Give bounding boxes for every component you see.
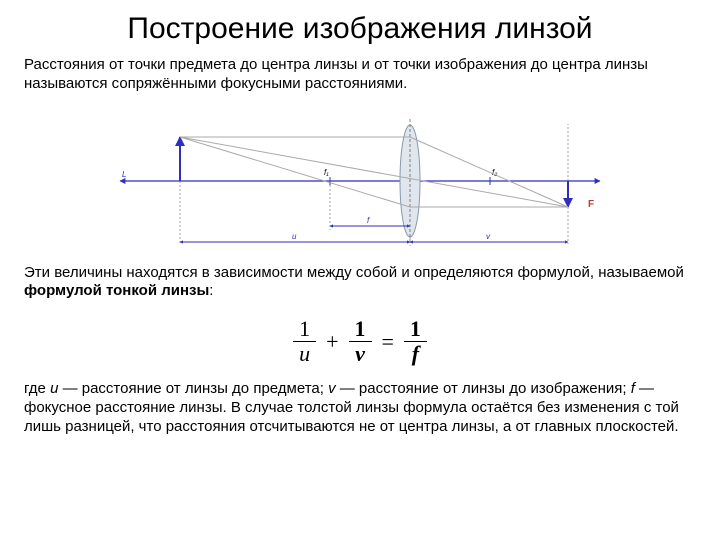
text: где — [24, 380, 50, 397]
svg-text:f₁: f₁ — [324, 168, 329, 177]
lens-diagram: Lf₁f₂Ffuv — [24, 100, 696, 264]
numerator: 1 — [293, 317, 316, 342]
thin-lens-formula: 1 u + 1 v = 1 f — [293, 317, 427, 366]
formula-block: 1 u + 1 v = 1 f — [24, 307, 696, 380]
denominator-u: u — [293, 342, 316, 366]
svg-text:f: f — [367, 216, 370, 225]
page-title: Построение изображения линзой — [24, 12, 696, 46]
denominator-v: v — [349, 342, 371, 366]
definitions-paragraph: где u — расстояние от линзы до предмета;… — [24, 380, 696, 436]
intro-paragraph: Расстояния от точки предмета до центра л… — [24, 56, 696, 94]
text: : — [209, 282, 213, 299]
formula-name: формулой тонкой линзы — [24, 282, 209, 299]
text: — расстояние от линзы до изображения; — [336, 380, 631, 397]
numerator: 1 — [349, 317, 372, 342]
svg-text:u: u — [292, 232, 297, 241]
numerator: 1 — [404, 317, 427, 342]
plus-sign: + — [326, 329, 338, 355]
formula-intro-paragraph: Эти величины находятся в зависимости меж… — [24, 264, 696, 302]
text: — расстояние от линзы до предмета; — [58, 380, 328, 397]
fraction-2: 1 v — [349, 317, 372, 366]
svg-text:v: v — [486, 232, 491, 241]
denominator-f: f — [406, 342, 425, 366]
svg-text:L: L — [122, 170, 126, 179]
equals-sign: = — [382, 329, 394, 355]
text: Эти величины находятся в зависимости меж… — [24, 264, 684, 281]
fraction-3: 1 f — [404, 317, 427, 366]
var-v: v — [328, 380, 336, 397]
lens-diagram-svg: Lf₁f₂Ffuv — [100, 106, 620, 256]
fraction-1: 1 u — [293, 317, 316, 366]
svg-text:F: F — [588, 199, 594, 210]
